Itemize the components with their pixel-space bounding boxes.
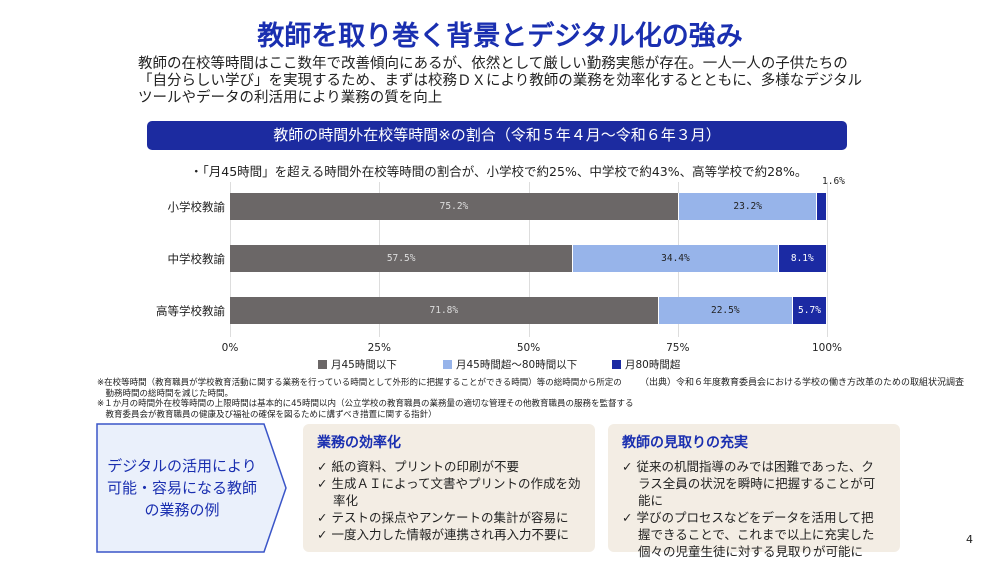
list-item: ✓ 一度入力した情報が連携され再入力不要に bbox=[317, 527, 569, 542]
callout-text: デジタルの活用により可能・容易になる教師の業務の例 bbox=[106, 457, 257, 519]
footnote: 教育委員会が教育職員の健康及び福祉の確保を図るために講ずべき措置に関する指針） bbox=[97, 409, 437, 420]
box-efficiency: 業務の効率化 ✓ 紙の資料、プリントの印刷が不要 ✓ 生成ＡＩによって文書やプリン… bbox=[303, 424, 595, 552]
legend-item: 月80時間超 bbox=[612, 357, 680, 372]
bar-segment: 75.2% bbox=[230, 193, 679, 220]
bar-segment: 23.2% bbox=[678, 193, 818, 220]
box-title: 業務の効率化 bbox=[317, 435, 401, 451]
bar-segment: 8.1% bbox=[778, 245, 827, 272]
chart-note: ・「月45時間」を超える時間外在校等時間の割合が、小学校で約25%、中学校で約4… bbox=[190, 164, 808, 179]
x-tick-label: 25% bbox=[367, 342, 391, 354]
footnotes: ※在校等時間（教育職員が学校教育活動に関する業務を行っている時間として外形的に把… bbox=[97, 378, 633, 420]
gridline bbox=[827, 182, 828, 337]
box-title: 教師の見取りの充実 bbox=[622, 435, 748, 451]
x-tick-label: 50% bbox=[516, 342, 541, 354]
legend-item: 月45時間超～80時間以下 bbox=[443, 357, 577, 372]
footnote: 勤務時間の総時間を減じた時間。 bbox=[97, 388, 234, 399]
page-number: 4 bbox=[966, 533, 973, 546]
box-observation: 教師の見取りの充実 ✓ 従来の机間指導のみでは困難であった、クラス全員の状況を瞬… bbox=[608, 424, 900, 559]
legend-swatch bbox=[612, 360, 621, 369]
bar-segment: 71.8% bbox=[230, 297, 659, 324]
data-label: 1.6% bbox=[822, 176, 845, 187]
list-item: ✓ 学びのプロセスなどをデータを活用して把握できることで、これまで以上に充実した… bbox=[622, 510, 875, 559]
list-item: ✓ 紙の資料、プリントの印刷が不要 bbox=[317, 459, 519, 474]
legend-swatch bbox=[318, 360, 327, 369]
intro-text: 教師の在校等時間はここ数年で改善傾向にあるが、依然として厳しい勤務実態が存在。一… bbox=[138, 56, 862, 106]
category-label: 高等学校教諭 bbox=[156, 304, 225, 318]
bar-segment bbox=[817, 193, 827, 220]
bar-segment: 57.5% bbox=[230, 245, 574, 272]
footnote: ※１か月の時間外在校等時間の上限時間は基本的に45時間以内（公立学校の教育職員の… bbox=[97, 399, 634, 409]
callout-arrow-shape bbox=[96, 423, 287, 553]
source: （出典）令和６年度教育委員会における学校の働き方改革のための取組状況調査 bbox=[640, 378, 965, 388]
list-item: ✓ 生成ＡＩによって文書やプリントの作成を効率化 bbox=[317, 476, 581, 508]
legend-label: 月45時間以下 bbox=[331, 359, 397, 371]
footnote: ※在校等時間（教育職員が学校教育活動に関する業務を行っている時間として外形的に把… bbox=[97, 378, 622, 388]
list-item: ✓ 従来の机間指導のみでは困難であった、クラス全員の状況を瞬時に把握することが可… bbox=[622, 459, 876, 508]
x-tick-label: 75% bbox=[666, 342, 690, 354]
category-label: 小学校教諭 bbox=[167, 200, 226, 214]
x-tick-label: 0% bbox=[221, 342, 239, 354]
x-tick-label: 100% bbox=[811, 342, 843, 354]
bar-segment: 22.5% bbox=[658, 297, 793, 324]
category-label: 中学校教諭 bbox=[167, 252, 226, 266]
legend-item: 月45時間以下 bbox=[318, 357, 397, 372]
legend-label: 月45時間超～80時間以下 bbox=[456, 359, 578, 371]
page-title: 教師を取り巻く背景とデジタル化の強み bbox=[257, 21, 743, 52]
bar-segment: 34.4% bbox=[573, 245, 779, 272]
legend-swatch bbox=[443, 360, 452, 369]
list-item: ✓ テストの採点やアンケートの集計が容易に bbox=[317, 510, 569, 525]
chart-banner: 教師の時間外在校等時間※の割合（令和５年４月～令和６年３月） bbox=[147, 121, 847, 150]
legend-label: 月80時間超 bbox=[625, 359, 681, 371]
bar-segment: 5.7% bbox=[792, 297, 827, 324]
